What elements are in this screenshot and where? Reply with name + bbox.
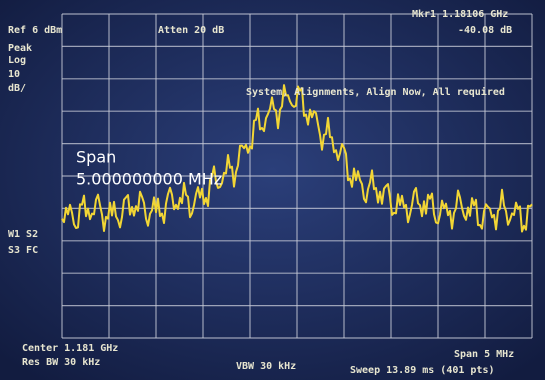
- scale-type: Log: [8, 55, 26, 66]
- scale-value: 10: [8, 69, 20, 80]
- center-frequency: Center 1.181 GHz: [22, 343, 118, 354]
- marker-level: -40.08 dB: [458, 25, 512, 36]
- marker: Mkr1 1.18106 GHz: [412, 9, 508, 20]
- detector: Peak: [8, 43, 32, 54]
- alignment-message: System, Alignments, Align Now, All requi…: [246, 86, 505, 98]
- video-bandwidth: VBW 30 kHz: [236, 361, 296, 372]
- page: Ref 6 dBm Atten 20 dB Mkr1 1.18106 GHz -…: [0, 0, 545, 380]
- screen: Ref 6 dBm Atten 20 dB Mkr1 1.18106 GHz -…: [0, 0, 545, 380]
- screen-background: [0, 0, 545, 380]
- span-value: 5.000000000 MHz: [76, 170, 222, 189]
- trace-flags: W1 S2: [8, 229, 38, 240]
- span-label: Span: [76, 148, 116, 167]
- attenuation: Atten 20 dB: [158, 25, 224, 36]
- scale-unit: dB/: [8, 83, 26, 94]
- span: Span 5 MHz: [454, 349, 514, 360]
- ref-level: Ref 6 dBm: [8, 25, 62, 36]
- trace-flags: S3 FC: [8, 245, 38, 256]
- sweep-time: Sweep 13.89 ms (401 pts): [350, 365, 495, 376]
- resolution-bandwidth: Res BW 30 kHz: [22, 357, 100, 368]
